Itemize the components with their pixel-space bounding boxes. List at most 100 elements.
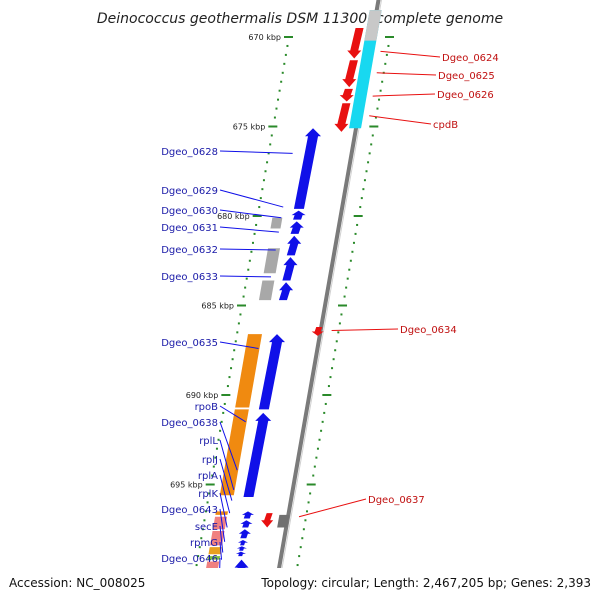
major-tick <box>353 215 363 217</box>
pseudo-block <box>364 10 382 41</box>
gene-label: Dgeo_0646 <box>161 554 218 565</box>
minor-tick <box>237 322 240 325</box>
minor-tick <box>234 340 237 343</box>
minor-tick <box>277 98 280 101</box>
gene-label: Dgeo_0630 <box>161 206 218 217</box>
gene-label: Dgeo_0631 <box>161 223 218 234</box>
forward-gene-arrow <box>238 529 251 539</box>
minor-tick <box>273 116 276 119</box>
minor-tick <box>233 349 236 352</box>
gene-leader-line <box>380 50 441 58</box>
minor-tick <box>374 116 377 119</box>
minor-tick <box>321 420 324 423</box>
minor-tick <box>223 402 226 405</box>
forward-gene-arrow <box>235 551 246 557</box>
forward-gene-arrow <box>240 520 253 528</box>
forward-gene-arrow <box>278 282 294 301</box>
minor-tick <box>278 89 281 92</box>
minor-tick <box>214 456 217 459</box>
minor-tick <box>296 564 299 567</box>
pseudo-block <box>263 248 281 274</box>
minor-tick <box>338 322 341 325</box>
gene-leader-line <box>219 492 228 528</box>
minor-tick <box>200 537 203 540</box>
gene-leader-line <box>376 72 437 76</box>
minor-tick <box>384 62 387 65</box>
gene-label: Dgeo_0626 <box>437 90 494 101</box>
gene-leader-line <box>219 474 231 514</box>
minor-tick <box>201 528 204 531</box>
reverse-gene-arrow <box>261 513 274 528</box>
reverse-gene-arrow <box>334 103 351 132</box>
minor-tick <box>219 429 222 432</box>
minor-tick <box>370 143 373 146</box>
minor-tick <box>247 268 250 271</box>
pink-gene-block <box>212 516 228 530</box>
minor-tick <box>345 286 348 289</box>
minor-tick <box>315 456 318 459</box>
minor-tick <box>335 340 338 343</box>
major-tick <box>385 36 394 38</box>
gene-leader-line <box>219 525 224 553</box>
kbp-label: 685 kbp <box>201 302 234 311</box>
gene-leader-line <box>372 93 436 97</box>
minor-tick <box>212 465 215 468</box>
minor-tick <box>309 492 312 495</box>
minor-tick <box>222 411 225 414</box>
minor-tick <box>259 197 262 200</box>
major-tick <box>338 304 348 307</box>
gene-label: Dgeo_0638 <box>161 418 218 429</box>
minor-tick <box>242 295 245 298</box>
minor-tick <box>245 277 248 280</box>
gene-leader-line <box>369 115 432 125</box>
gene-label: cpdB <box>433 120 458 131</box>
gene-leader-line <box>219 458 233 501</box>
major-tick <box>205 483 215 486</box>
minor-tick <box>281 71 284 74</box>
minor-tick <box>343 295 346 298</box>
major-tick <box>268 125 278 128</box>
forward-gene-arrow <box>282 257 298 281</box>
gene-label: rplA <box>198 471 218 482</box>
major-tick <box>252 215 262 217</box>
minor-tick <box>250 250 253 253</box>
minor-tick <box>385 53 388 56</box>
minor-tick <box>368 152 371 155</box>
major-tick <box>237 304 247 307</box>
minor-tick <box>228 376 231 379</box>
gene-leader-line <box>219 439 235 491</box>
minor-tick <box>206 501 209 504</box>
minor-tick <box>312 474 315 477</box>
gene-label: Dgeo_0634 <box>400 325 457 336</box>
gene-label: Dgeo_0624 <box>442 53 499 64</box>
gene-label: secE <box>195 522 218 533</box>
minor-tick <box>262 179 265 182</box>
kbp-label: 675 kbp <box>233 123 266 132</box>
minor-tick <box>301 537 304 540</box>
forward-gene-arrow <box>291 210 306 220</box>
minor-tick <box>244 286 247 289</box>
minor-tick <box>378 98 381 101</box>
gene-leader-line <box>219 541 223 560</box>
gene-label: Dgeo_0625 <box>438 71 495 82</box>
minor-tick <box>379 89 382 92</box>
gene-label: rplK <box>198 489 218 500</box>
kbp-label: 690 kbp <box>186 391 219 400</box>
gene-label: Dgeo_0635 <box>161 338 218 349</box>
gene-label: rpmG <box>190 538 218 549</box>
orange-gene-block <box>208 547 222 555</box>
minor-tick <box>305 510 308 513</box>
minor-tick <box>286 44 289 47</box>
gene-label: Dgeo_0633 <box>161 272 218 283</box>
minor-tick <box>266 161 269 164</box>
minor-tick <box>316 447 319 450</box>
minor-tick <box>204 510 207 513</box>
minor-tick <box>371 134 374 137</box>
forward-gene-arrow <box>293 128 322 209</box>
forward-gene-arrow <box>237 539 248 546</box>
minor-tick <box>365 170 368 173</box>
gene-label: Dgeo_0628 <box>161 147 218 158</box>
minor-tick <box>351 250 354 253</box>
orange-gene-block <box>235 334 263 408</box>
minor-tick <box>299 546 302 549</box>
